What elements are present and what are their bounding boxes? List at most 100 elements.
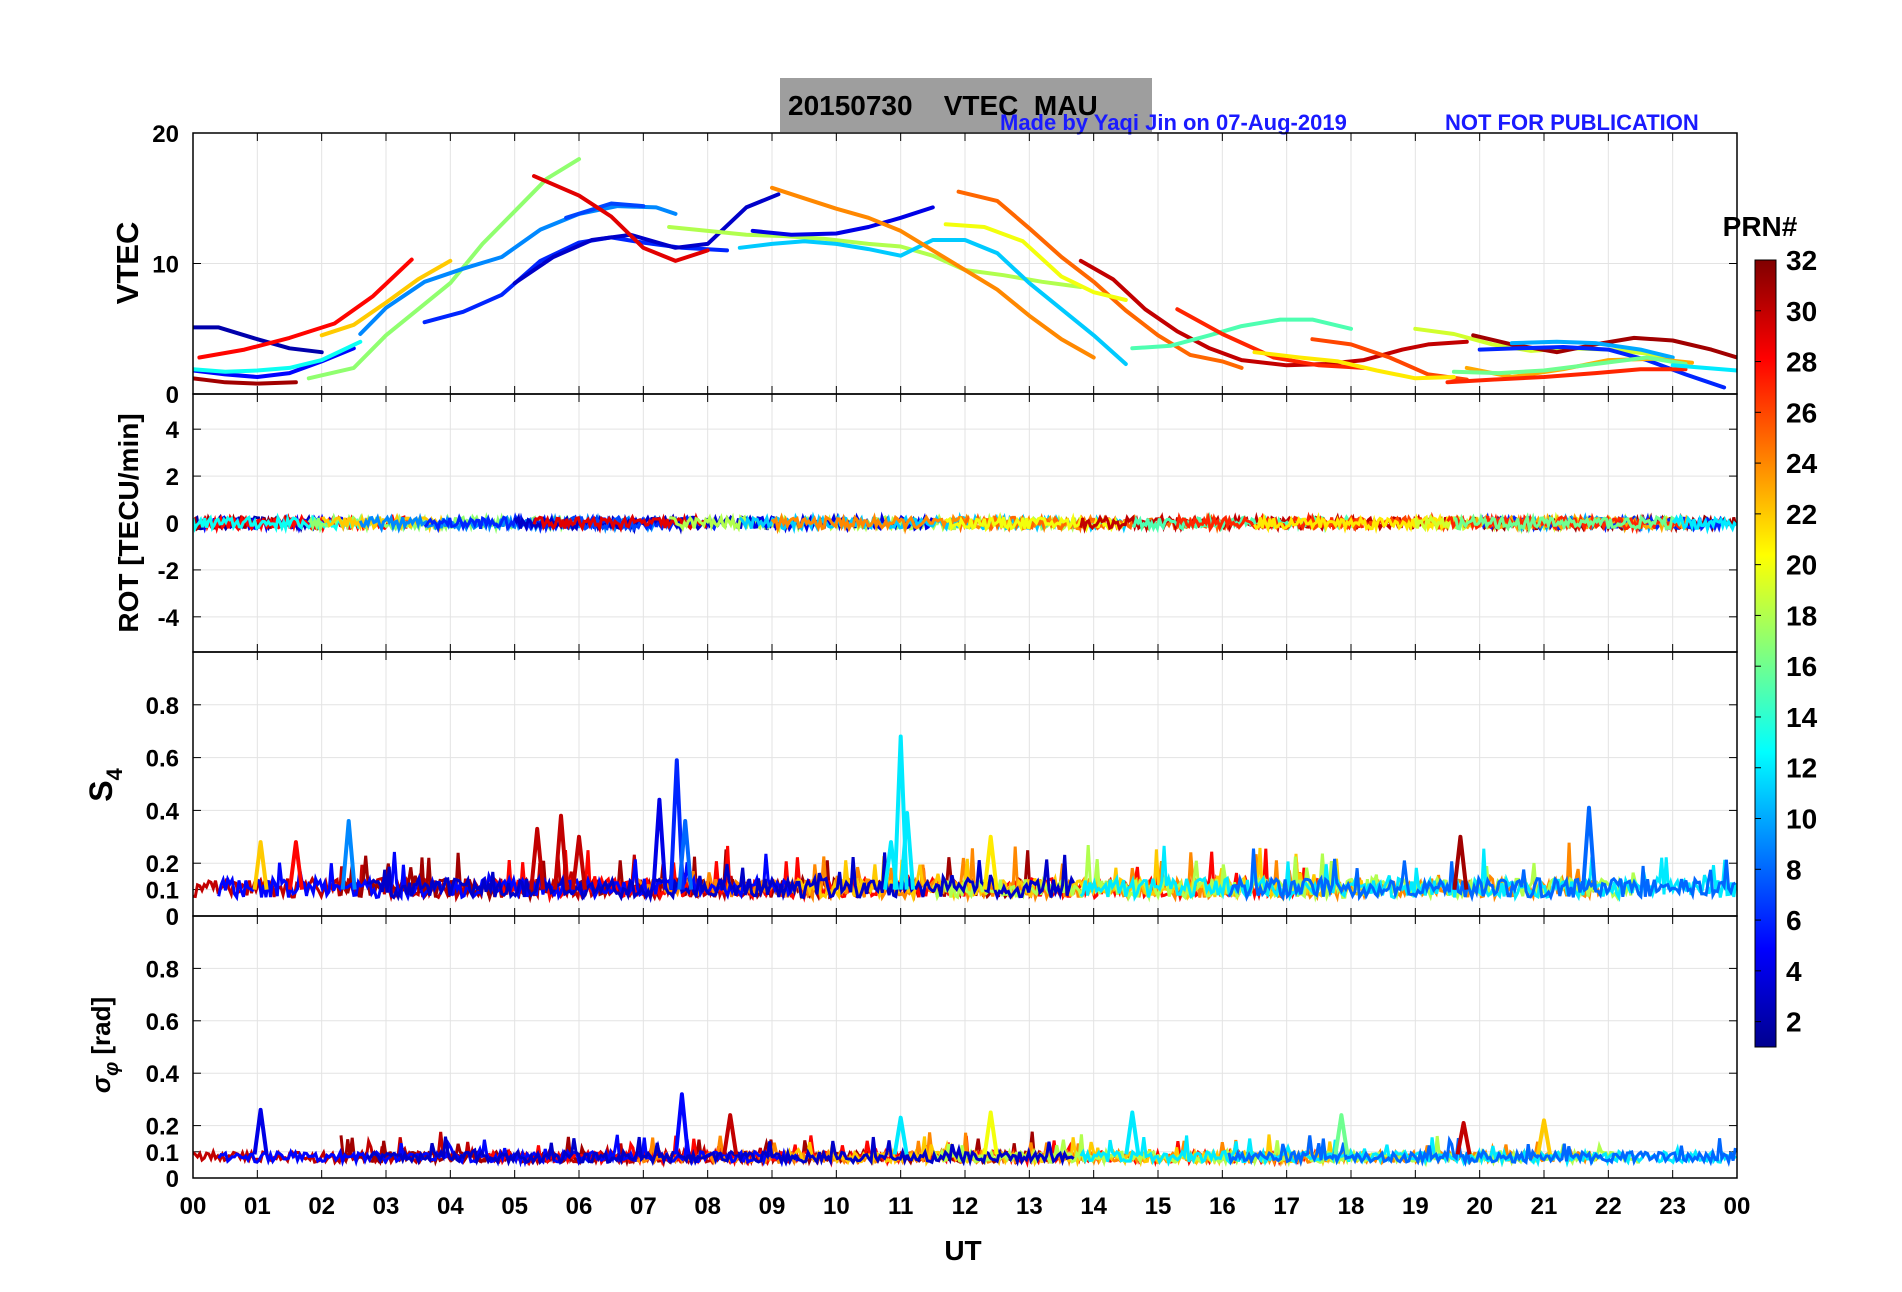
colorbar-tick-label: 16 (1786, 651, 1817, 682)
colorbar-tick-label: 26 (1786, 397, 1817, 428)
x-tick-label: 01 (244, 1193, 271, 1220)
y-tick-label: 0 (166, 382, 179, 409)
sigphi-series-prn-8 (1227, 1135, 1737, 1168)
s4-spike-prn-30 (529, 826, 546, 890)
s4-spike-prn-30 (571, 834, 587, 890)
vtec-series-prn-22 (319, 258, 453, 338)
title-box (780, 78, 1152, 132)
x-tick-label: 21 (1531, 1193, 1558, 1220)
rot-series-prn-16 (1453, 512, 1686, 534)
colorbar-tick-label: 18 (1786, 600, 1817, 631)
vtec-series-prn-21 (1252, 350, 1456, 381)
s4-spike-prn-4 (651, 797, 668, 890)
vtec-series-prn-9 (358, 204, 678, 336)
vtec-series-prn-31 (1471, 333, 1737, 360)
vtec-series-prn-20 (943, 222, 1128, 302)
sigphi-spike-prn-30 (722, 1113, 739, 1155)
vtec-series-prn-12 (1670, 363, 1737, 373)
vtec-series-prn-6 (1477, 345, 1727, 390)
colorbar-tick-label: 2 (1786, 1007, 1802, 1038)
sigphi-series-prn-12 (1079, 1135, 1737, 1168)
vtec-series-prn-29 (532, 174, 710, 263)
s4-spike-prn-31 (1452, 834, 1469, 890)
x-tick-label: 04 (437, 1193, 464, 1220)
rot-series-prn-12 (1671, 513, 1737, 535)
x-tick-label: 08 (694, 1193, 721, 1220)
vtec-series-prn-10 (1509, 339, 1675, 360)
s4-plot-area (193, 734, 1737, 904)
x-tick-label: 19 (1402, 1193, 1429, 1220)
vtec-series-prn-2 (193, 325, 324, 355)
x-tick-label: 23 (1659, 1193, 1686, 1220)
y-tick-label: 0.2 (146, 851, 179, 878)
y-tick-label: -2 (158, 558, 179, 585)
rot-series-prn-15 (1131, 511, 1352, 534)
credit-text: Made by Yaqi Jin on 07-Aug-2019 (1000, 110, 1347, 135)
sigphi-spike-prn-5 (673, 1092, 690, 1155)
colorbar-tick-label: 20 (1786, 550, 1817, 581)
x-tick-label: 18 (1338, 1193, 1365, 1220)
colorbar-tick-label: 12 (1786, 753, 1817, 784)
x-tick-label: 14 (1080, 1193, 1107, 1220)
s4-spike-prn-12 (899, 811, 916, 890)
colorbar-tick-label: 22 (1786, 499, 1817, 530)
sigphi-spike-prn-16 (1333, 1113, 1350, 1155)
x-tick-label: 09 (759, 1193, 786, 1220)
s4-spike-prn-28 (287, 840, 304, 890)
figure-title: 20150730 VTEC MAU (788, 90, 1098, 121)
x-tick-label: 15 (1145, 1193, 1172, 1220)
colorbar-label: PRN# (1723, 211, 1798, 242)
y-tick-label: 0.1 (146, 1140, 179, 1167)
x-tick-label: 00 (180, 1193, 207, 1220)
s4-spike-prn-22 (252, 840, 269, 890)
x-axis-label: UT (944, 1235, 981, 1266)
s4-series-prn-3 (366, 852, 1076, 904)
s4-spike-prn-30 (553, 813, 569, 890)
s4-spike-prn-8 (1581, 805, 1597, 890)
s4-spike-prn-12 (883, 840, 899, 890)
y-tick-label: 0.6 (146, 746, 179, 773)
y-tick-label: 0.8 (146, 693, 179, 720)
x-tick-label: 05 (501, 1193, 528, 1220)
colorbar-tick-label: 10 (1786, 804, 1817, 835)
s4-spike-prn-9 (340, 819, 357, 890)
sigphi-ylabel: σφ [rad] (86, 997, 123, 1093)
colorbar-tick-label: 32 (1786, 245, 1817, 276)
s4-ylabel: S4 (83, 767, 127, 801)
y-tick-label: 2 (166, 464, 179, 491)
rot-plot-area (193, 511, 1737, 535)
s4-spike-prn-21 (982, 834, 999, 890)
vtec-series-prn-18 (667, 225, 1083, 289)
s4-series-prn-8 (1227, 848, 1737, 903)
rot-series-prn-20 (944, 511, 1127, 534)
vtec-series-prn-15 (1130, 317, 1353, 351)
rot-series-prn-29 (532, 512, 708, 534)
vtec-series-prn-24 (770, 185, 1096, 360)
vtec-series-prn-7 (564, 201, 646, 220)
rot-ylabel: ROT [TECU/min] (113, 413, 144, 632)
s4-spike-prn-8 (677, 819, 694, 890)
vtec-series-prn-4 (750, 205, 935, 237)
x-tick-label: 03 (373, 1193, 400, 1220)
y-tick-label: 0.4 (146, 798, 180, 825)
y-tick-label: 4 (166, 417, 180, 444)
colorbar-tick-label: 28 (1786, 347, 1817, 378)
sigphi-series-prn-3 (366, 1136, 1075, 1167)
sigphi-axes-box (192, 915, 1738, 1179)
x-tick-label: 13 (1016, 1193, 1043, 1220)
y-tick-label: -4 (158, 605, 180, 632)
x-tick-label: 11 (888, 1193, 913, 1220)
vtec-series-prn-27 (1445, 367, 1688, 385)
vtec-series-prn-16 (1451, 355, 1688, 376)
vtec-series-prn-17 (306, 157, 581, 381)
y-tick-label: 0.4 (146, 1061, 180, 1088)
y-tick-label: 0.6 (146, 1009, 179, 1036)
y-tick-label: 0.2 (146, 1114, 179, 1141)
vtec-plot-area (193, 157, 1737, 390)
colorbar-tick-label: 6 (1786, 905, 1802, 936)
x-tick-label: 17 (1273, 1193, 1300, 1220)
colorbar-tick-label: 4 (1786, 956, 1802, 987)
y-tick-label: 20 (152, 121, 179, 148)
sigphi-spike-prn-12 (1124, 1110, 1141, 1155)
vtec-series-prn-28 (197, 257, 414, 360)
